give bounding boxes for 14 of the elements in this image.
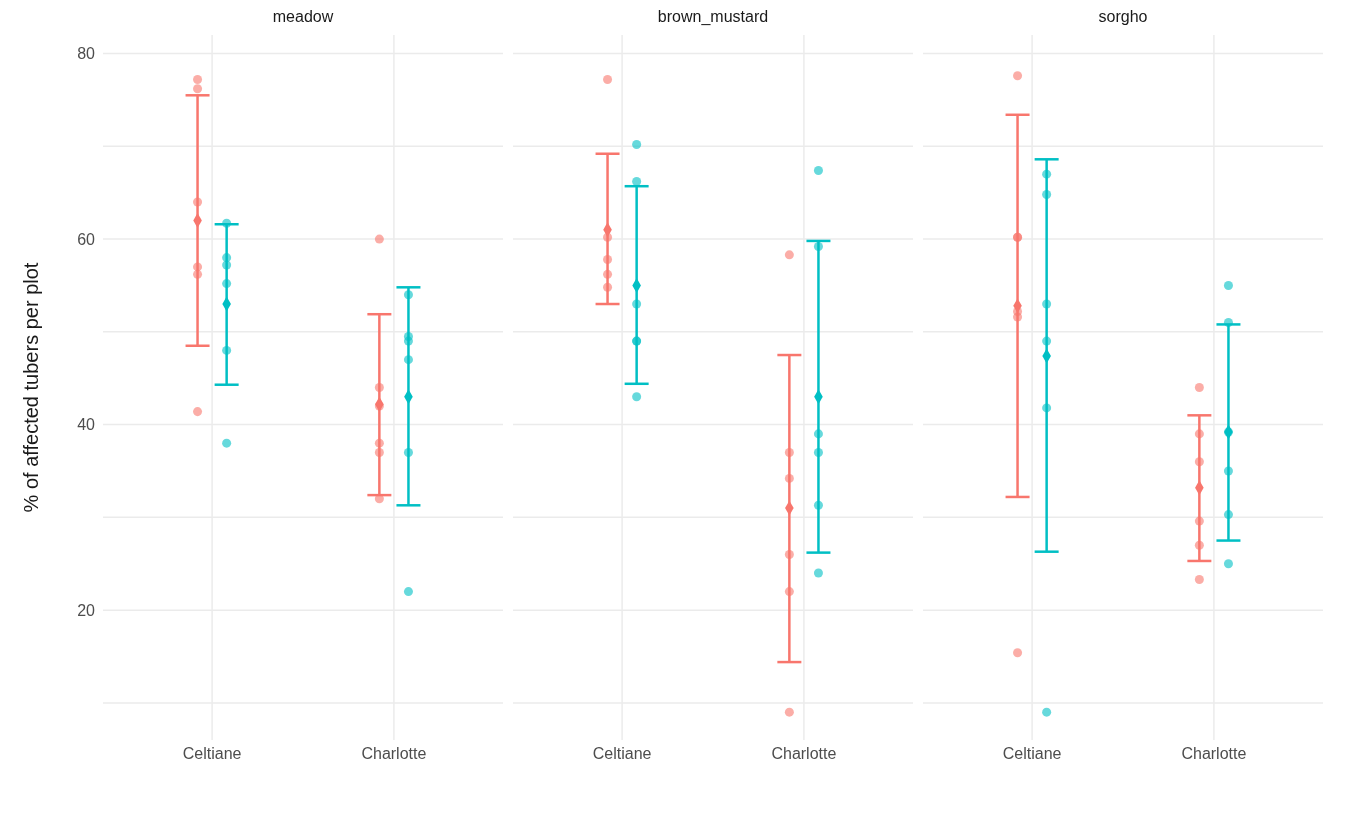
y-axis-title: % of affected tubers per plot <box>20 262 43 513</box>
y-tick-label: 20 <box>77 601 96 619</box>
y-tick-label: 40 <box>77 416 96 434</box>
chart-title: brown_mustard <box>656 8 770 27</box>
x-tick-label: Celtiane <box>182 745 242 763</box>
chart-title: sorgho <box>1097 8 1149 27</box>
x-tick-label: Charlotte <box>361 745 427 763</box>
x-tick-label: Charlotte <box>771 745 837 763</box>
y-tick-label: 80 <box>77 45 96 63</box>
y-tick-label: 60 <box>77 230 96 248</box>
chart-title: meadow <box>271 8 335 27</box>
x-tick-label: Celtiane <box>1002 745 1062 763</box>
x-tick-label: Celtiane <box>592 745 652 763</box>
x-tick-label: Charlotte <box>1181 745 1247 763</box>
